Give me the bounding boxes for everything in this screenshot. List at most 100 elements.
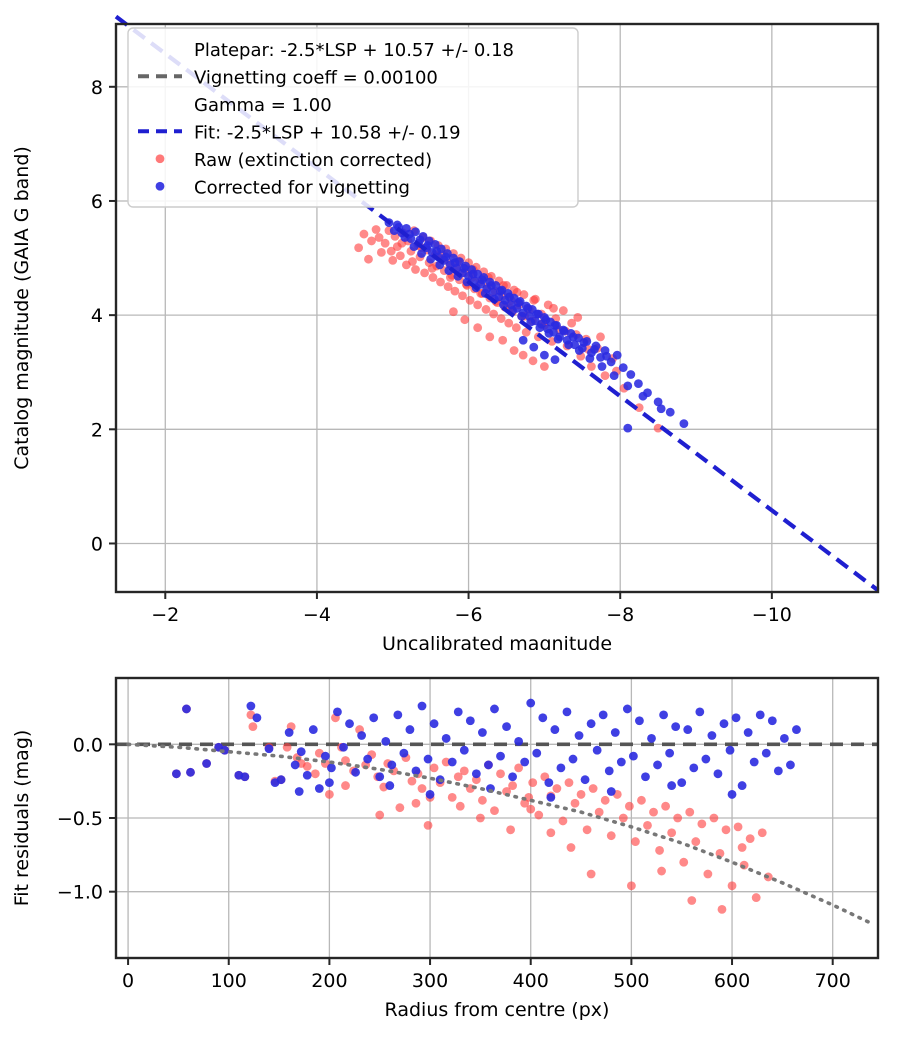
data-point bbox=[445, 273, 455, 282]
data-point bbox=[508, 772, 517, 782]
data-point bbox=[582, 825, 592, 835]
data-point bbox=[420, 268, 429, 278]
data-point bbox=[564, 778, 574, 788]
data-point bbox=[597, 362, 607, 371]
data-point bbox=[339, 742, 348, 752]
x-tick-label: −4 bbox=[303, 604, 331, 626]
magnitude-calibration-plot: −2 −4 −6 −8 −10 0 2 4 6 8 Uncalibrated magnitude Ca… bbox=[11, 14, 880, 650]
data-point bbox=[473, 300, 483, 310]
data-point bbox=[465, 716, 475, 726]
data-point bbox=[395, 251, 405, 261]
data-point bbox=[659, 710, 668, 720]
data-point bbox=[484, 760, 493, 770]
data-point bbox=[325, 790, 334, 799]
data-point bbox=[529, 295, 539, 305]
data-point bbox=[751, 893, 761, 902]
data-point bbox=[429, 719, 439, 729]
data-point bbox=[449, 307, 458, 317]
data-point bbox=[411, 798, 421, 808]
data-point bbox=[671, 722, 681, 732]
data-point bbox=[357, 731, 367, 740]
data-point bbox=[314, 784, 324, 793]
data-point bbox=[519, 290, 529, 299]
data-point bbox=[773, 766, 783, 776]
data-point bbox=[721, 825, 731, 835]
data-point bbox=[667, 781, 677, 790]
data-point bbox=[458, 291, 467, 301]
data-point bbox=[498, 335, 508, 345]
data-point bbox=[310, 769, 320, 779]
data-point bbox=[755, 710, 765, 720]
data-point bbox=[481, 305, 491, 314]
data-point bbox=[478, 728, 487, 737]
data-point bbox=[558, 306, 568, 315]
data-point bbox=[468, 269, 478, 279]
y-axis-label: Fit residuals (mag) bbox=[11, 730, 33, 907]
data-point bbox=[296, 747, 306, 757]
data-point bbox=[761, 748, 771, 758]
y-tick-label: −0.5 bbox=[57, 808, 103, 830]
data-point bbox=[534, 810, 544, 820]
x-tick-label: 100 bbox=[211, 970, 247, 992]
data-point bbox=[562, 707, 572, 717]
data-point bbox=[423, 820, 433, 830]
data-point bbox=[388, 255, 398, 265]
legend-entry-label: Gamma = 1.00 bbox=[194, 95, 332, 116]
data-point bbox=[453, 772, 463, 782]
data-point bbox=[496, 751, 505, 761]
data-point bbox=[757, 828, 767, 838]
data-point bbox=[375, 772, 385, 782]
data-point bbox=[380, 238, 390, 248]
data-point bbox=[647, 734, 656, 743]
data-point bbox=[496, 286, 505, 296]
data-point bbox=[588, 784, 598, 793]
data-point bbox=[657, 866, 666, 876]
data-point bbox=[745, 834, 755, 844]
data-point bbox=[596, 332, 605, 342]
axis-ticks: −2 −4 −6 −8 −10 0 2 4 6 8 bbox=[91, 77, 792, 626]
data-point bbox=[478, 795, 487, 805]
data-point bbox=[202, 759, 211, 768]
data-point bbox=[683, 725, 693, 734]
data-point bbox=[624, 801, 634, 811]
data-point bbox=[749, 757, 759, 767]
data-point bbox=[539, 350, 549, 360]
data-point bbox=[520, 757, 530, 767]
data-point bbox=[186, 767, 195, 777]
data-point bbox=[475, 813, 485, 823]
data-point bbox=[387, 760, 397, 770]
data-point bbox=[376, 247, 386, 257]
data-point bbox=[363, 754, 373, 764]
data-point bbox=[568, 754, 578, 764]
x-tick-label: −6 bbox=[455, 604, 483, 626]
data-point bbox=[638, 391, 648, 401]
data-point bbox=[488, 287, 498, 297]
data-point bbox=[552, 784, 562, 793]
data-point bbox=[240, 772, 250, 782]
data-point bbox=[600, 795, 610, 805]
data-point bbox=[737, 781, 747, 790]
x-tick-label: −8 bbox=[606, 604, 634, 626]
data-point bbox=[649, 807, 658, 817]
data-point bbox=[731, 713, 741, 723]
data-point bbox=[727, 881, 737, 891]
data-point bbox=[574, 346, 584, 355]
data-point bbox=[393, 710, 403, 720]
x-tick-label: −10 bbox=[752, 604, 792, 626]
x-axis-label: Uncalibrated magnitude bbox=[382, 633, 612, 650]
data-point bbox=[505, 292, 514, 302]
data-point bbox=[518, 335, 528, 345]
data-point bbox=[558, 816, 568, 826]
data-point bbox=[532, 309, 542, 319]
data-point bbox=[609, 371, 619, 381]
y-tick-label: 8 bbox=[91, 77, 103, 99]
magnitude-calibration-panel: −2 −4 −6 −8 −10 0 2 4 6 8 Uncalibrated magnitude Ca… bbox=[11, 14, 880, 650]
x-tick-label: 200 bbox=[311, 970, 347, 992]
data-point bbox=[477, 275, 487, 285]
data-point bbox=[417, 249, 426, 258]
data-point bbox=[345, 719, 354, 729]
data-point bbox=[576, 790, 586, 799]
data-point bbox=[623, 423, 633, 433]
data-point bbox=[428, 273, 438, 282]
data-point bbox=[689, 763, 699, 773]
